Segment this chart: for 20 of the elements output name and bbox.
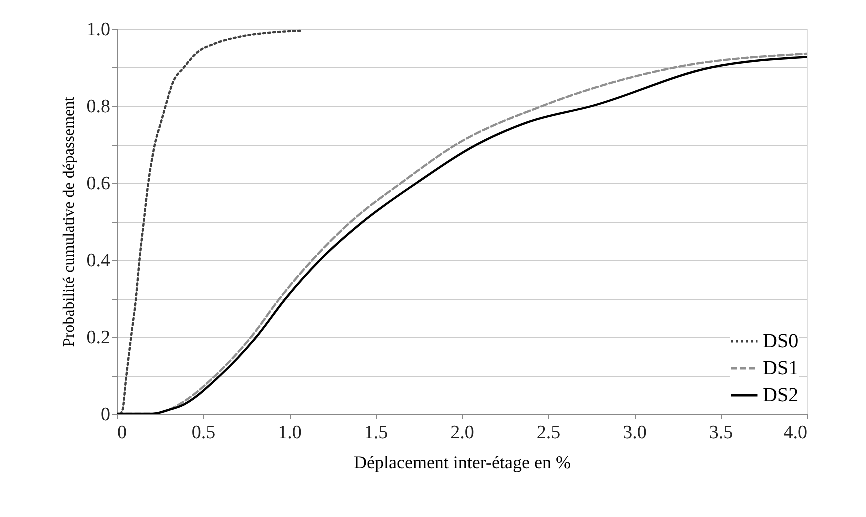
x-tick-label: 4.0	[784, 422, 808, 444]
x-tick-label: 3.5	[709, 422, 734, 444]
legend-label: DS1	[763, 358, 799, 380]
y-tick-label: 0.8	[86, 96, 110, 118]
y-tick-label: 0	[101, 404, 110, 426]
x-tick-label: 3.0	[623, 422, 647, 444]
legend-label: DS2	[763, 384, 799, 406]
x-tick-label: 1.0	[278, 422, 302, 444]
y-tick-label: 0.6	[86, 174, 110, 194]
x-tick-label: 0.5	[192, 422, 216, 444]
y-tick-label: 1.0	[86, 20, 110, 40]
y-tick-label: 0.2	[86, 328, 110, 348]
y-tick-label: 0.4	[86, 250, 111, 272]
x-tick-label: 2.0	[450, 422, 474, 444]
x-tick-label: 2.5	[536, 422, 561, 444]
x-axis-title: Déplacement inter-étage en %	[354, 452, 572, 472]
x-tick-label: 0	[118, 422, 127, 444]
legend-label: DS0	[763, 330, 799, 352]
y-axis-title: Probabilité cumulative de dépassement	[60, 96, 78, 348]
x-tick-label: 1.5	[364, 422, 388, 444]
